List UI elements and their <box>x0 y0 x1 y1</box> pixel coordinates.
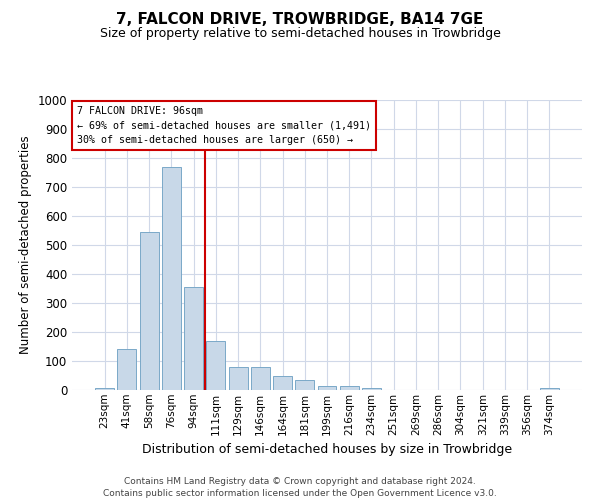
Text: 7, FALCON DRIVE, TROWBRIDGE, BA14 7GE: 7, FALCON DRIVE, TROWBRIDGE, BA14 7GE <box>116 12 484 28</box>
Bar <box>95 388 114 390</box>
Text: Distribution of semi-detached houses by size in Trowbridge: Distribution of semi-detached houses by … <box>142 442 512 456</box>
Bar <box>184 287 203 390</box>
Text: Contains public sector information licensed under the Open Government Licence v3: Contains public sector information licen… <box>103 489 497 498</box>
Bar <box>295 380 314 390</box>
Bar <box>162 166 181 390</box>
Bar <box>540 388 559 390</box>
Bar <box>118 350 136 390</box>
Bar <box>362 388 381 390</box>
Text: 7 FALCON DRIVE: 96sqm
← 69% of semi-detached houses are smaller (1,491)
30% of s: 7 FALCON DRIVE: 96sqm ← 69% of semi-deta… <box>77 106 371 146</box>
Text: Contains HM Land Registry data © Crown copyright and database right 2024.: Contains HM Land Registry data © Crown c… <box>124 478 476 486</box>
Bar <box>340 386 359 390</box>
Text: Size of property relative to semi-detached houses in Trowbridge: Size of property relative to semi-detach… <box>100 28 500 40</box>
Bar <box>317 386 337 390</box>
Bar <box>206 340 225 390</box>
Bar <box>273 376 292 390</box>
Bar <box>140 232 158 390</box>
Bar <box>251 367 270 390</box>
Bar <box>229 367 248 390</box>
Y-axis label: Number of semi-detached properties: Number of semi-detached properties <box>19 136 32 354</box>
